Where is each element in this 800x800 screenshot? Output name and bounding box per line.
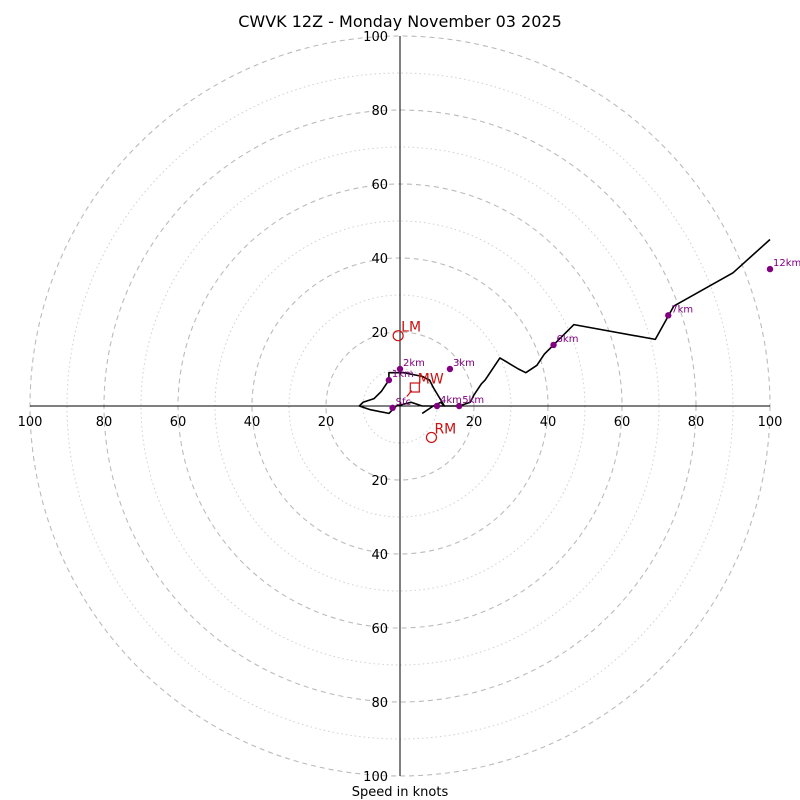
height-point-1km [385, 376, 393, 384]
height-label-6km: 6km [557, 334, 579, 345]
axes [30, 36, 770, 776]
height-point-3km [446, 365, 454, 373]
marker-label-MW: MW [418, 372, 444, 388]
tick-right-4: 100 [758, 415, 783, 430]
tick-down-1: 40 [371, 548, 388, 563]
height-point-2km [396, 365, 404, 373]
tick-down-0: 20 [371, 474, 388, 489]
height-point-12km [766, 265, 774, 273]
tick-up-3: 80 [371, 104, 388, 119]
marker-label-LM: LM [401, 320, 421, 336]
wind-profile-line [358, 238, 771, 415]
height-point-5km [456, 402, 463, 410]
height-point-7km [665, 312, 672, 319]
marker-label-RM: RM [434, 421, 456, 437]
tick-up-0: 20 [371, 326, 388, 341]
height-label-Sfc: Sfc [396, 397, 411, 408]
height-point-6km [550, 341, 557, 349]
marker-arrow-MW [406, 390, 413, 397]
x-axis-label: Speed in knots [352, 785, 449, 800]
tick-up-4: 100 [363, 30, 388, 45]
marker-RM [425, 431, 438, 444]
height-label-5km: 5km [462, 395, 484, 406]
tick-up-1: 40 [371, 252, 388, 267]
tick-left-1: 80 [96, 415, 113, 430]
height-label-12km: 12km [773, 258, 800, 269]
height-label-3km: 3km [453, 358, 475, 369]
tick-down-2: 60 [371, 622, 388, 637]
tick-right-2: 60 [614, 415, 631, 430]
tick-up-2: 60 [371, 178, 388, 193]
tick-left-3: 40 [244, 415, 261, 430]
storm-motion-markers: LM MW RM [392, 320, 456, 444]
tick-down-4: 100 [363, 770, 388, 785]
hodograph-trace [358, 238, 771, 415]
height-label-2km: 2km [403, 358, 425, 369]
height-label-1km: 1km [392, 369, 414, 380]
marker-MW [409, 382, 420, 393]
height-point-Sfc [389, 404, 396, 412]
height-label-7km: 7km [671, 304, 693, 315]
tick-right-1: 40 [540, 415, 557, 430]
tick-left-2: 60 [170, 415, 187, 430]
tick-down-3: 80 [371, 696, 388, 711]
tick-right-3: 80 [688, 415, 705, 430]
height-point-4km [433, 402, 441, 410]
tick-labels: 100 80 60 40 20 20 40 60 80 100 20 40 60 80 100 20 40 60 8… [18, 30, 783, 785]
tick-right-0: 20 [466, 415, 483, 430]
chart-title: CWVK 12Z - Monday November 03 2025 [238, 12, 562, 31]
height-label-4km: 4km [440, 395, 462, 406]
tick-left-0: 100 [18, 415, 43, 430]
marker-LM [392, 330, 404, 342]
tick-left-4: 20 [318, 415, 335, 430]
